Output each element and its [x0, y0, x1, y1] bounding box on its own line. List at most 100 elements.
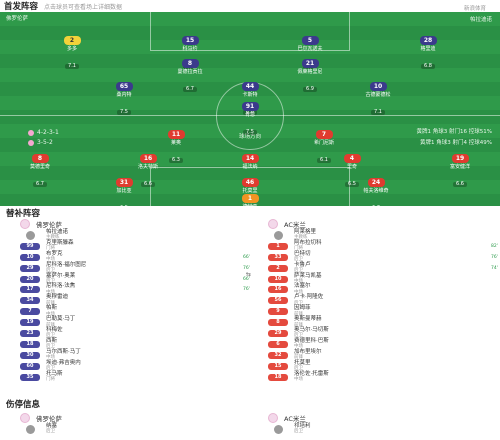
player-marker[interactable]: 19 富安健洋 6.6: [438, 154, 482, 189]
player-marker[interactable]: 1德赫亚7.6: [228, 194, 272, 206]
list-item[interactable]: 29 尼科洛·福尔图尼 后卫 76': [20, 262, 250, 274]
away-subs-team: AC米兰: [268, 218, 498, 230]
list-item[interactable]: 帕拉迪诺 主教练: [20, 228, 250, 241]
player-position: 门将: [46, 377, 55, 383]
jersey-number: 32: [268, 351, 288, 359]
list-item[interactable]: 1 阿布拉切科 门将 82': [268, 240, 498, 252]
list-item[interactable]: 20 塞萨尔·奥莱 后卫 66': [20, 273, 250, 285]
jersey-number: 91: [241, 102, 259, 111]
player-rating: 7.1: [65, 64, 79, 69]
jersey-number: 8: [268, 319, 288, 327]
list-item[interactable]: 30 马尔西斯·马丁 中场: [20, 348, 250, 361]
list-item[interactable]: 29 奥马尔·马切斯 后卫: [268, 327, 498, 339]
list-item[interactable]: 17 尼科洛·法焦 中场 76': [20, 284, 250, 295]
player-marker[interactable]: 21 佩莱格里尼 6.9: [288, 59, 332, 94]
jersey-number: 2: [268, 264, 288, 272]
list-item[interactable]: 7 帕斯 中场: [20, 306, 250, 317]
player-marker[interactable]: 7 希门尼斯 6.1: [302, 130, 346, 165]
injury-title: 伤停信息: [6, 400, 41, 410]
list-item[interactable]: 10 萨莱马凯基 中场: [268, 273, 498, 285]
jersey-number: 19: [20, 319, 40, 327]
player-position: 中场: [294, 377, 303, 383]
player-position: 中场: [294, 344, 303, 350]
player-marker[interactable]: 65 桑内特 7.5: [102, 82, 146, 117]
player-marker[interactable]: 24帕夫洛维奇6.7: [354, 178, 398, 206]
player-position: 主教练: [46, 235, 60, 241]
jersey-number: 56: [268, 297, 288, 305]
jersey-number: 31: [115, 178, 133, 187]
player-position: 门将: [46, 246, 55, 252]
injury-item[interactable]: 纳塞 后卫: [20, 422, 250, 435]
player-marker[interactable]: 11 莱奥 6.3: [154, 130, 198, 165]
player-name: 帕拉迪诺: [46, 228, 69, 235]
section-subtitle: 点击球员可查看场上详细数据: [44, 4, 123, 11]
list-item[interactable]: 2 卡鲁卢 后卫 74': [268, 261, 498, 274]
jersey-number: 33: [268, 253, 288, 261]
list-item[interactable]: 阿莱格里 主教练: [268, 229, 498, 241]
player-position: 前锋: [46, 322, 55, 328]
home-subs-column: 佛罗伦萨 帕拉迪诺 主教练 99 克里斯滕森 门将 10 布罗克 中场 66' 29 尼科洛·福尔图…: [20, 218, 250, 382]
player-marker[interactable]: 28 格里迪 6.8: [406, 36, 450, 71]
jersey-number: 35: [20, 373, 40, 381]
home-subs-team: 佛罗伦萨: [20, 218, 250, 230]
player-marker[interactable]: 91 肯恩 7.5: [228, 102, 272, 137]
list-item[interactable]: 99 克里斯滕森 门将: [20, 240, 250, 252]
player-name: 马尔西斯·马丁: [46, 348, 81, 355]
list-item[interactable]: 60 埃迪·弗吉奥内 后卫: [20, 360, 250, 372]
player-marker[interactable]: 8 曼德拉贡拉 6.7: [168, 59, 212, 94]
list-item[interactable]: 35 托马斯 门将: [20, 371, 250, 383]
player-marker[interactable]: 10 古德蒙德松 7.1: [356, 82, 400, 117]
player-position: 后卫: [294, 429, 303, 435]
player-position: 后卫: [46, 268, 55, 274]
player-marker[interactable]: 8 莫德里奇 6.7: [18, 154, 62, 189]
player-name: 纳塞: [46, 422, 58, 429]
jersey-number: 15: [181, 36, 199, 45]
away-team-stats: 黄牌1 角球3 射门4 控球49%: [420, 140, 492, 146]
jersey-number: 4: [343, 154, 361, 163]
jersey-number: 8: [181, 59, 199, 68]
player-name: 曼德拉贡拉: [177, 69, 203, 75]
jersey-number: 20: [20, 275, 40, 283]
list-item[interactable]: 9 因姆菲 前锋: [268, 306, 498, 317]
injury-item[interactable]: 祁培利 后卫: [268, 423, 498, 435]
player-marker[interactable]: 46托莫里6.7: [228, 178, 272, 206]
list-item[interactable]: 34 奥穆雷迪 前锋: [20, 295, 250, 306]
list-item[interactable]: 56 卢卡·阿隆佐 后卫: [268, 295, 498, 306]
player-name: 希门尼斯: [313, 140, 334, 146]
jersey-number: 24: [367, 178, 385, 187]
subs-title: 替补阵容: [6, 209, 41, 219]
player-position: 后卫: [46, 344, 55, 350]
player-marker[interactable]: 16 洛夫特斯 6.6: [126, 154, 170, 189]
list-item[interactable]: 23 科梅佐 后卫: [20, 327, 250, 339]
jersey-number: 15: [268, 362, 288, 370]
list-item[interactable]: 18 西斯 后卫: [20, 338, 250, 350]
list-item[interactable]: 16 法塞尔 中场: [268, 284, 498, 295]
player-name: 格里迪: [420, 46, 436, 52]
jersey-number: 14: [241, 154, 259, 163]
list-item[interactable]: 8 奥斯曼蒂赫 前锋: [268, 317, 498, 328]
player-name: 卢卡·阿隆佐: [294, 294, 324, 301]
player-marker[interactable]: 2 多多 7.1: [50, 36, 94, 71]
list-item[interactable]: 6 费德里科·巴斯 中场: [268, 338, 498, 350]
player-position: 后卫: [294, 257, 303, 263]
jersey-number: 18: [20, 340, 40, 348]
list-item[interactable]: 33 巴特切 后卫 76': [268, 251, 498, 263]
jersey-number: 1: [268, 242, 288, 250]
player-marker[interactable]: 44 卡斯特 6.8: [228, 82, 272, 117]
jersey-number: 17: [20, 286, 40, 294]
list-item[interactable]: 10 布罗克 中场 66': [20, 250, 250, 263]
player-marker[interactable]: 31加比亚6.5: [102, 178, 146, 206]
list-item[interactable]: 15 托莫里 后卫: [268, 360, 498, 372]
player-position: 门将: [294, 246, 303, 252]
player-name: 帕斯: [46, 305, 58, 312]
player-position: 后卫: [46, 333, 55, 339]
list-item[interactable]: 18 洛伦佐·托雷斯 中场: [268, 371, 498, 383]
list-item[interactable]: 19 巴勒莫·马丁 前锋: [20, 317, 250, 328]
player-marker[interactable]: 4 里奇 6.5: [330, 154, 374, 189]
player-name: 布罗克: [46, 250, 63, 257]
player-position: 后卫: [46, 366, 55, 372]
player-name: 加布里埃尔: [294, 348, 322, 355]
list-item[interactable]: 32 加布里埃尔 前锋: [268, 348, 498, 361]
player-name: 卡鲁卢: [294, 261, 311, 268]
